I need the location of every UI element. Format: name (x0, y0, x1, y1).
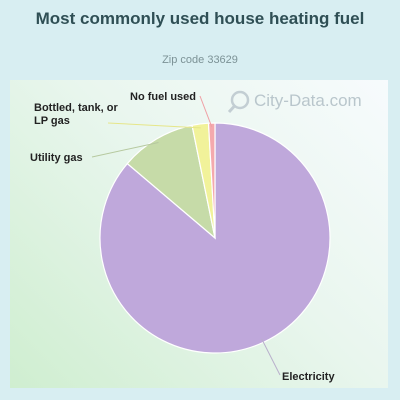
leader-line-bottled-tank-or-lp-gas (107, 122, 201, 129)
chart-subtitle: Zip code 33629 (162, 54, 238, 66)
leader-line-utility-gas (91, 141, 159, 158)
pie-slice-no-fuel-used (207, 122, 216, 239)
pie-slice-utility-gas (126, 124, 216, 240)
watermark: City-Data.com (227, 90, 362, 114)
slice-label-electricity: Electricity (282, 371, 335, 383)
slice-label-bottled-tank-or-lp-gas: Bottled, tank, or LP gas (34, 102, 118, 127)
leader-line-electricity (261, 338, 281, 376)
slice-label-utility-gas: Utility gas (30, 152, 83, 164)
leader-line-no-fuel-used (199, 95, 213, 128)
watermark-text: City-Data.com (254, 91, 362, 110)
slice-label-no-fuel-used: No fuel used (130, 91, 196, 103)
magnifier-icon (227, 90, 250, 114)
chart-title: Most commonly used house heating fuel (35, 9, 365, 28)
